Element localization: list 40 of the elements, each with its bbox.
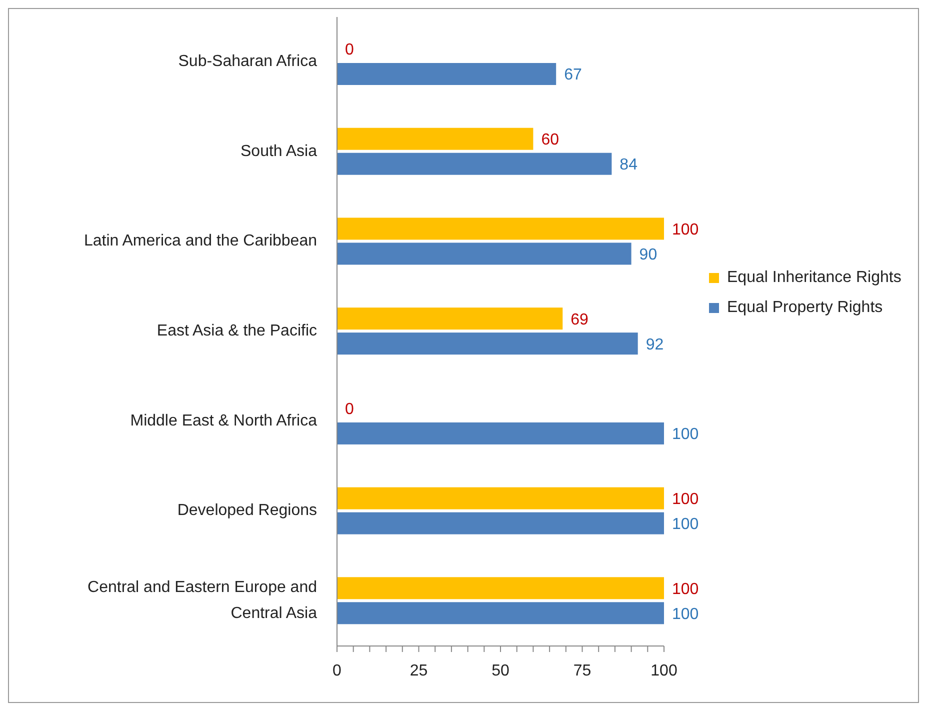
x-tick-label: 50 bbox=[492, 662, 510, 680]
bar bbox=[337, 128, 534, 150]
bar bbox=[337, 512, 664, 534]
bar bbox=[337, 63, 556, 85]
data-label: 84 bbox=[620, 156, 638, 174]
data-label: 0 bbox=[345, 401, 354, 418]
data-label: 100 bbox=[672, 221, 699, 238]
bar bbox=[337, 308, 563, 330]
data-label: 100 bbox=[672, 490, 699, 508]
data-label: 67 bbox=[564, 66, 582, 84]
x-tick-label: 75 bbox=[573, 662, 592, 680]
y-tick-label: Developed Regions bbox=[177, 502, 317, 520]
bar bbox=[337, 487, 664, 510]
data-label: 90 bbox=[639, 246, 658, 264]
legend-label: Equal Property Rights bbox=[727, 299, 883, 317]
data-label: 0 bbox=[345, 42, 354, 59]
data-label: 60 bbox=[541, 132, 560, 149]
data-label: 100 bbox=[672, 516, 699, 533]
x-tick-label: 25 bbox=[410, 662, 428, 680]
x-tick-label: 0 bbox=[332, 662, 342, 680]
legend-label: Equal Inheritance Rights bbox=[727, 269, 902, 287]
bar bbox=[337, 422, 664, 444]
y-tick-label: East Asia & the Pacific bbox=[156, 322, 317, 340]
y-tick-label: Sub-Saharan Africa bbox=[178, 53, 318, 70]
bar bbox=[337, 602, 664, 624]
x-tick-label: 100 bbox=[650, 662, 678, 680]
bar bbox=[337, 242, 632, 265]
data-label: 100 bbox=[672, 606, 699, 623]
data-label: 69 bbox=[570, 311, 589, 328]
bar bbox=[337, 218, 664, 240]
data-label: 92 bbox=[646, 336, 664, 354]
bar bbox=[337, 152, 612, 175]
data-label: 100 bbox=[672, 426, 699, 444]
bar bbox=[337, 332, 638, 355]
y-tick-label: Central and Eastern Europe and Central Asia bbox=[88, 579, 318, 622]
y-tick-label: Latin America and the Caribbean bbox=[84, 232, 317, 250]
y-tick-label: Middle East & North Africa bbox=[130, 412, 318, 430]
bar bbox=[337, 577, 664, 600]
y-tick-label: South Asia bbox=[240, 143, 318, 160]
data-label: 100 bbox=[672, 580, 699, 598]
